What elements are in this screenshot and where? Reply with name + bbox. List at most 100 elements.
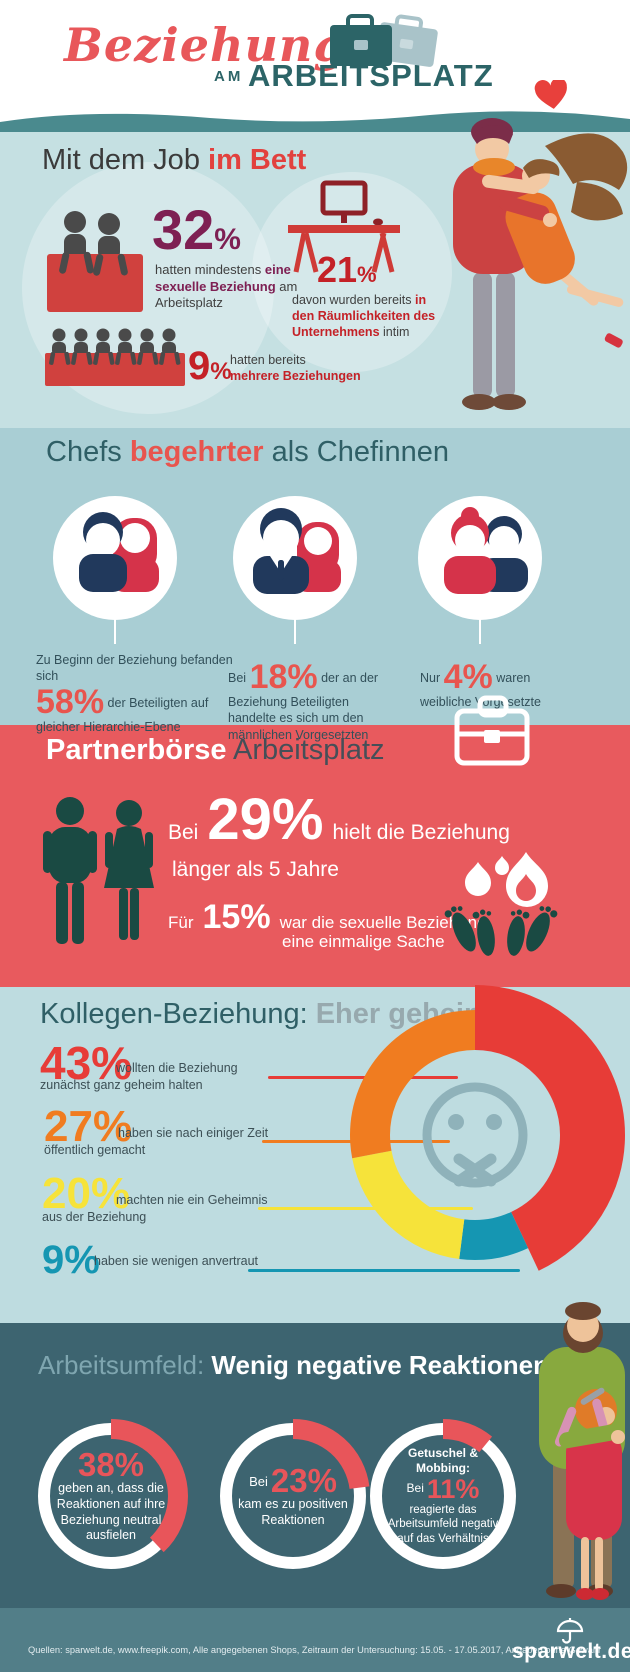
title-accent: Partnerbörse bbox=[46, 734, 227, 766]
couple-illustration bbox=[453, 118, 628, 410]
stat-58-text: Zu Beginn der Beziehung befanden sich 58… bbox=[36, 652, 234, 735]
connector-line-20 bbox=[258, 1207, 473, 1210]
stat-text: Bei bbox=[406, 1480, 424, 1495]
stat-32-value: 32% bbox=[152, 202, 241, 258]
donut-chart bbox=[325, 985, 625, 1285]
title-plain: Mit dem Job bbox=[42, 144, 200, 176]
stat-text-bold: in den Räumlichkeiten des Unternehmens bbox=[292, 293, 436, 339]
stem-line bbox=[479, 618, 481, 644]
percent-sign: % bbox=[210, 358, 232, 385]
stat-20-text: machten nie ein Geheimnis aus der Bezieh… bbox=[42, 1193, 268, 1224]
stem-line bbox=[114, 618, 116, 644]
stat-20-number: 20% bbox=[42, 1169, 131, 1218]
stem-line bbox=[294, 618, 296, 644]
stat-text: hielt die Beziehung bbox=[332, 821, 510, 844]
stat-number: 29% bbox=[207, 787, 324, 852]
stat-text: der Beteiligten auf gleicher Hierarchie-… bbox=[36, 695, 209, 734]
stat-text-bold: mehrere Beziehungen bbox=[230, 369, 361, 383]
stat-43-text: wollten die Beziehung zunächst ganz gehe… bbox=[40, 1061, 238, 1092]
stat-9b-number: 9% bbox=[42, 1238, 100, 1282]
umbrella-icon bbox=[556, 1618, 584, 1644]
couple-icon-male-boss bbox=[233, 496, 357, 620]
stat-15: Für 15% war die sexuelle Beziehung bbox=[168, 898, 487, 937]
stat-text: Bei bbox=[168, 821, 199, 844]
connector-line-43 bbox=[268, 1076, 458, 1079]
percent-sign: % bbox=[214, 223, 241, 256]
stat-text: am Arbeitsplatz bbox=[155, 278, 298, 311]
stat-number: 15% bbox=[202, 898, 271, 936]
footer-bg bbox=[0, 1608, 630, 1672]
stat-text: geben an, dass die Reaktionen auf ihre B… bbox=[56, 1481, 166, 1543]
stat-number: 32 bbox=[152, 198, 215, 261]
briefcase-outline-icon bbox=[454, 695, 530, 766]
stat-number: 21 bbox=[317, 249, 358, 290]
stat-21-text: davon wurden bereits in den Räumlichkeit… bbox=[292, 292, 442, 340]
bed-group-icon bbox=[45, 328, 185, 386]
stat-9-value: 9% bbox=[188, 346, 232, 386]
stat-9-text: hatten bereits mehrere Beziehungen bbox=[230, 352, 400, 384]
title-plain: Arbeitsplatz bbox=[232, 734, 385, 766]
stat-text: Zu Beginn der Beziehung befanden sich bbox=[36, 653, 233, 684]
bed-couple-icon bbox=[47, 211, 143, 312]
section-title-reaktionen: Arbeitsumfeld: Wenig negative Reaktionen bbox=[38, 1350, 549, 1381]
page-title-am: AM bbox=[214, 68, 244, 85]
stat-text: hatten bereits bbox=[230, 353, 306, 367]
section-title-chefs: Chefs begehrter als Chefinnen bbox=[46, 436, 449, 469]
section-title-job-bett: Mit dem Job im Bett bbox=[42, 144, 306, 177]
heart-icon bbox=[534, 80, 567, 109]
stat-text: kam es zu positiven Reaktionen bbox=[238, 1496, 348, 1527]
stat-number: 23% bbox=[270, 1461, 337, 1499]
title-accent: begehrter bbox=[129, 436, 264, 468]
briefcases-icon bbox=[330, 14, 438, 67]
stat-21-value: 21% bbox=[317, 252, 377, 288]
couple-icon-female-boss bbox=[418, 496, 542, 620]
title-plain: Kollegen-Beziehung: bbox=[40, 998, 308, 1030]
stat-text: intim bbox=[383, 325, 410, 339]
stat-text: war die sexuelle Beziehung bbox=[279, 913, 487, 932]
section-title-geheim: Kollegen-Beziehung: Eher geheim bbox=[40, 998, 490, 1031]
stat-43-number: 43% bbox=[40, 1037, 133, 1089]
hug-couple-illustration bbox=[539, 1302, 625, 1600]
couple-icon-equal bbox=[53, 496, 177, 620]
stat-number: 11% bbox=[426, 1473, 480, 1504]
stat-text: davon wurden bereits bbox=[292, 293, 412, 307]
stat-text: Für bbox=[168, 913, 194, 932]
stat-text: reagierte das Arbeitsumfeld negativ auf … bbox=[387, 1503, 499, 1545]
stat-32-text: hatten mindestens eine sexuelle Beziehun… bbox=[155, 262, 323, 312]
percent-sign: % bbox=[357, 262, 377, 287]
stat-label: Getuschel & Mobbing: bbox=[407, 1445, 479, 1475]
stat-number: 4% bbox=[443, 658, 493, 696]
stat-number: 58% bbox=[36, 682, 105, 721]
title-accent: im Bett bbox=[208, 144, 307, 176]
desk-computer-icon bbox=[288, 180, 400, 273]
stat-27-number: 27% bbox=[44, 1102, 133, 1151]
stat-15-line2: eine einmalige Sache bbox=[282, 932, 445, 951]
stat-29-line2: länger als 5 Jahre bbox=[172, 858, 339, 881]
ring-chart-neutral: 38% geben an, dass die Reaktionen auf ih… bbox=[31, 1416, 191, 1576]
footer-logo: sparwelt.de bbox=[512, 1640, 630, 1663]
title-plain: als Chefinnen bbox=[271, 436, 449, 468]
stat-number: 18% bbox=[249, 658, 318, 696]
stat-text: der an der Beziehung Beteiligten handelt… bbox=[228, 671, 379, 742]
ring-chart-negativ: Getuschel & Mobbing: Bei 11% reagierte da… bbox=[363, 1416, 523, 1576]
connector-line-9 bbox=[248, 1269, 520, 1272]
stat-text: Bei bbox=[249, 1473, 268, 1489]
title-plain: Arbeitsumfeld: bbox=[38, 1350, 205, 1380]
footer-sources: Quellen: sparwelt.de, www.freepik.com, A… bbox=[28, 1645, 602, 1655]
stat-18-text: Bei 18% der an der Beziehung Beteiligten… bbox=[228, 660, 398, 743]
man-woman-icon bbox=[43, 797, 154, 944]
title-plain: Chefs bbox=[46, 436, 122, 468]
stat-text: hatten mindestens bbox=[155, 262, 262, 277]
stat-text: Nur bbox=[420, 671, 441, 685]
stat-number: 38% bbox=[77, 1446, 145, 1484]
stat-text: Bei bbox=[228, 671, 247, 685]
zipped-mouth-icon bbox=[422, 1082, 528, 1188]
deco-circle bbox=[252, 172, 452, 372]
stat-29: Bei 29% hielt die Beziehung bbox=[168, 786, 510, 853]
ring-chart-positiv: Bei23% kam es zu positiven Reaktionen bbox=[213, 1416, 373, 1576]
stat-text-bold: eine sexuelle Beziehung bbox=[155, 262, 291, 294]
stat-9b-text: haben sie wenigen anvertraut bbox=[94, 1254, 259, 1268]
stat-27-text: haben sie nach einiger Zeit öffentlich g… bbox=[44, 1126, 269, 1157]
title-accent: Wenig negative Reaktionen bbox=[211, 1350, 550, 1380]
section-title-partnerboerse: Partnerbörse Arbeitsplatz bbox=[46, 734, 385, 767]
